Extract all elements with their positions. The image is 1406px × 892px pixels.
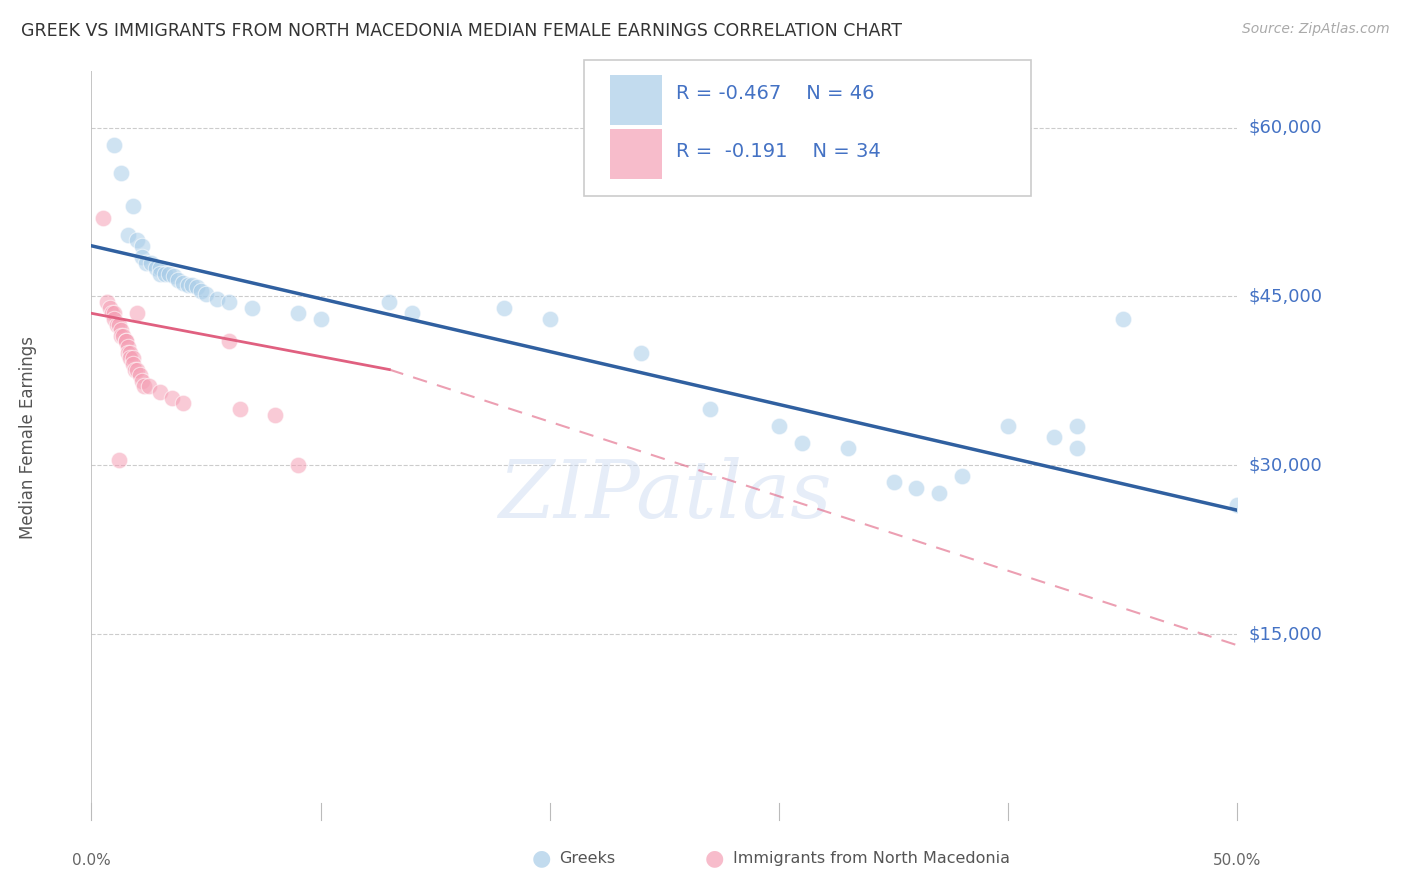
Point	[1066, 442, 1088, 456]
Text: ●: ●	[531, 848, 551, 868]
Point	[105, 318, 128, 332]
Point	[149, 267, 172, 281]
Point	[121, 199, 143, 213]
Text: $45,000: $45,000	[1249, 287, 1323, 305]
Text: R = -0.467    N = 46: R = -0.467 N = 46	[676, 84, 875, 103]
Point	[172, 396, 194, 410]
Point	[172, 276, 194, 290]
Point	[117, 227, 139, 242]
Point	[103, 137, 125, 152]
Point	[149, 261, 172, 276]
Point	[131, 250, 153, 264]
Point	[928, 486, 950, 500]
Point	[176, 278, 198, 293]
Point	[287, 458, 309, 473]
Point	[98, 301, 121, 315]
Point	[101, 306, 124, 320]
Point	[207, 292, 229, 306]
Point	[790, 435, 813, 450]
Point	[108, 452, 131, 467]
Point	[492, 301, 515, 315]
Point	[181, 278, 204, 293]
Point	[103, 312, 125, 326]
FancyBboxPatch shape	[583, 61, 1031, 195]
Point	[1043, 430, 1066, 444]
Bar	[610, 129, 662, 179]
Point	[401, 306, 423, 320]
Point	[128, 368, 150, 383]
Text: R =  -0.191    N = 34: R = -0.191 N = 34	[676, 143, 880, 161]
Point	[240, 301, 263, 315]
Bar	[610, 75, 662, 125]
Point	[120, 351, 142, 366]
Point	[114, 334, 136, 349]
Point	[138, 379, 160, 393]
Text: ZIPatlas: ZIPatlas	[498, 457, 831, 534]
Point	[882, 475, 904, 489]
Point	[837, 442, 859, 456]
Point	[96, 295, 118, 310]
Point	[1111, 312, 1133, 326]
Point	[1066, 418, 1088, 433]
Point	[950, 469, 973, 483]
Point	[117, 345, 139, 359]
Text: $30,000: $30,000	[1249, 456, 1322, 475]
Point	[768, 418, 790, 433]
Point	[121, 351, 143, 366]
Text: Immigrants from North Macedonia: Immigrants from North Macedonia	[733, 851, 1010, 865]
Point	[699, 401, 721, 416]
Point	[103, 306, 125, 320]
Point	[131, 374, 153, 388]
Point	[309, 312, 332, 326]
Point	[121, 357, 143, 371]
Point	[131, 239, 153, 253]
Point	[538, 312, 561, 326]
Point	[117, 340, 139, 354]
Text: 50.0%: 50.0%	[1213, 854, 1261, 869]
Point	[153, 267, 176, 281]
Point	[194, 287, 217, 301]
Point	[287, 306, 309, 320]
Point	[905, 481, 928, 495]
Text: Source: ZipAtlas.com: Source: ZipAtlas.com	[1241, 22, 1389, 37]
Point	[110, 323, 132, 337]
Point	[139, 255, 162, 269]
Point	[112, 328, 135, 343]
Text: GREEK VS IMMIGRANTS FROM NORTH MACEDONIA MEDIAN FEMALE EARNINGS CORRELATION CHAR: GREEK VS IMMIGRANTS FROM NORTH MACEDONIA…	[21, 22, 903, 40]
Point	[127, 362, 149, 376]
Point	[190, 284, 212, 298]
Text: $15,000: $15,000	[1249, 625, 1322, 643]
Point	[149, 385, 172, 400]
Point	[229, 401, 252, 416]
Point	[157, 267, 180, 281]
Point	[135, 255, 157, 269]
Point	[127, 306, 149, 320]
Point	[124, 362, 146, 376]
Text: Greeks: Greeks	[560, 851, 616, 865]
Point	[1226, 498, 1249, 512]
Point	[218, 295, 240, 310]
Point	[127, 233, 149, 247]
Point	[630, 345, 652, 359]
Point	[120, 345, 142, 359]
Text: $60,000: $60,000	[1249, 119, 1322, 136]
Point	[145, 261, 167, 276]
Point	[114, 334, 136, 349]
Point	[218, 334, 240, 349]
Point	[263, 408, 285, 422]
Point	[108, 318, 131, 332]
Point	[163, 269, 186, 284]
Text: 0.0%: 0.0%	[72, 854, 111, 869]
Point	[378, 295, 401, 310]
Point	[160, 391, 183, 405]
Point	[91, 211, 114, 225]
Point	[167, 272, 190, 286]
Point	[997, 418, 1019, 433]
Point	[110, 166, 132, 180]
Point	[132, 379, 155, 393]
Text: ●: ●	[704, 848, 724, 868]
Text: Median Female Earnings: Median Female Earnings	[20, 335, 38, 539]
Point	[110, 328, 132, 343]
Point	[186, 280, 208, 294]
